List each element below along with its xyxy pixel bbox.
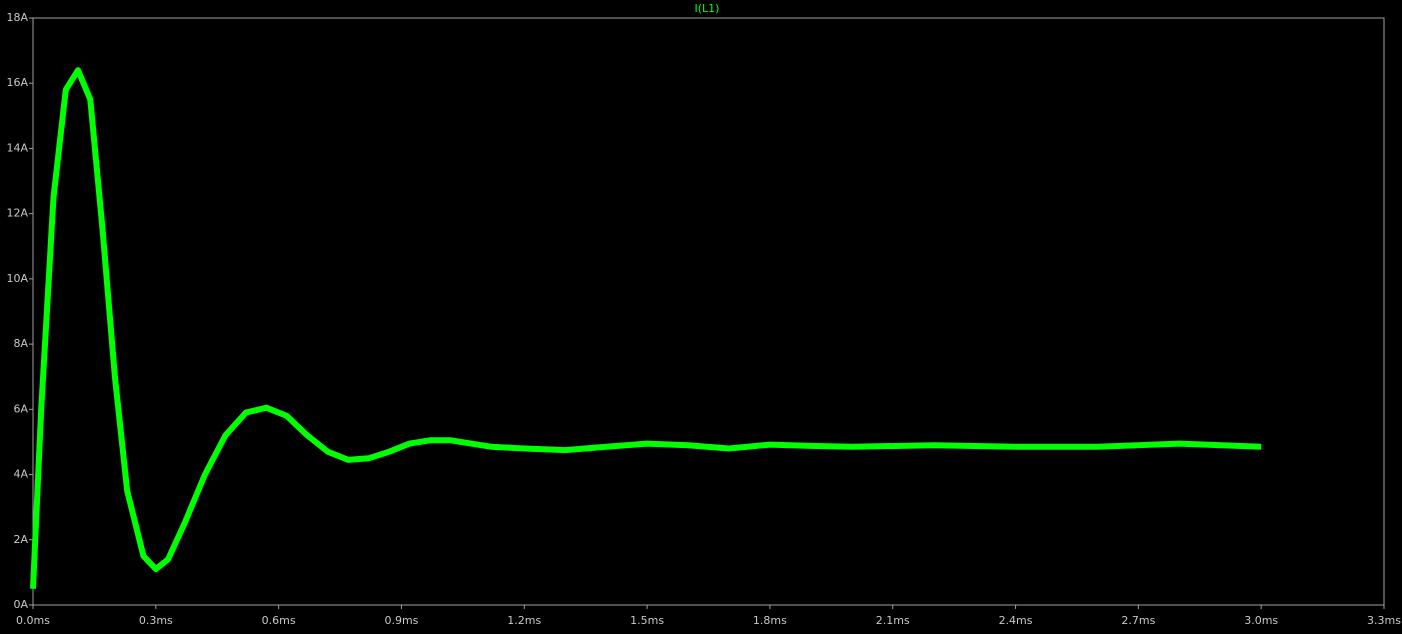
x-tick-label: 0.0ms — [16, 614, 50, 627]
x-tick-label: 0.3ms — [139, 614, 173, 627]
x-tick-label: 1.8ms — [753, 614, 787, 627]
x-tick-label: 2.7ms — [1121, 614, 1155, 627]
y-tick-label: 6A — [13, 402, 28, 415]
trace — [30, 67, 1262, 589]
x-tick-label: 3.3ms — [1367, 614, 1401, 627]
x-tick-label: 0.6ms — [262, 614, 296, 627]
y-tick-label: 10A — [6, 272, 28, 285]
y-tick-label: 14A — [6, 141, 28, 154]
y-tick-label: 12A — [6, 207, 28, 220]
x-tick-label: 1.2ms — [507, 614, 541, 627]
chart-title: I(L1) — [695, 2, 720, 15]
x-tick-label: 0.9ms — [384, 614, 418, 627]
y-tick-label: 0A — [13, 598, 28, 611]
plot-frame — [32, 17, 1385, 606]
y-tick-label: 2A — [13, 533, 28, 546]
x-tick-label: 3.0ms — [1244, 614, 1278, 627]
x-tick-label: 1.5ms — [630, 614, 664, 627]
y-tick-label: 16A — [6, 76, 28, 89]
y-tick-label: 8A — [13, 337, 28, 350]
x-tick-label: 2.4ms — [999, 614, 1033, 627]
y-tick-label: 4A — [13, 468, 28, 481]
x-tick-label: 2.1ms — [876, 614, 910, 627]
y-tick-label: 18A — [6, 11, 28, 24]
